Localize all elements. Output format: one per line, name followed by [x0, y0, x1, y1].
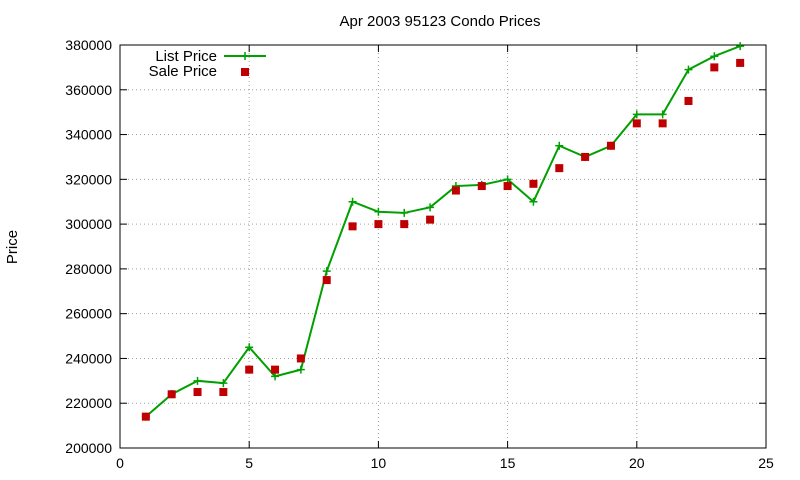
- sale-price-point: [658, 119, 667, 128]
- y-tick-label: 220000: [65, 395, 112, 411]
- plot-frame: [119, 44, 767, 449]
- sale-price-point: [606, 141, 615, 150]
- sale-price-point: [348, 222, 357, 231]
- list-price-point: [426, 203, 435, 212]
- sale-price-point: [141, 412, 150, 421]
- sale-price-point: [271, 365, 280, 374]
- y-tick-label: 200000: [65, 440, 112, 456]
- sale-price-point: [581, 152, 590, 161]
- sale-price-point: [193, 388, 202, 397]
- sale-price-point: [503, 182, 512, 191]
- series-layer: [141, 42, 745, 421]
- sale-price-point: [684, 96, 693, 105]
- y-tick-label: 360000: [65, 82, 112, 98]
- list-price-point: [555, 141, 564, 150]
- y-tick-label: 260000: [65, 306, 112, 322]
- sale-price-point: [477, 182, 486, 191]
- sale-price-point: [219, 388, 228, 397]
- list-price-point: [271, 372, 280, 381]
- x-tick-label: 0: [116, 455, 124, 471]
- sale-price-point: [632, 119, 641, 128]
- legend-marker-list-price: [241, 52, 249, 60]
- list-price-point: [710, 52, 719, 61]
- sale-price-point: [736, 58, 745, 67]
- list-price-point: [374, 207, 383, 216]
- list-price-point: [400, 208, 409, 217]
- x-tick-label: 5: [245, 455, 253, 471]
- sale-price-point: [245, 365, 254, 374]
- list-price-point: [632, 110, 641, 119]
- list-price-point: [219, 379, 228, 388]
- sale-price-point: [451, 186, 460, 195]
- sale-price-point: [710, 63, 719, 72]
- grid-lines: [120, 45, 766, 448]
- y-tick-label: 320000: [65, 171, 112, 187]
- list-price-point: [322, 267, 331, 276]
- sale-price-point: [529, 179, 538, 188]
- y-tick-label: 340000: [65, 127, 112, 143]
- x-tick-label: 15: [500, 455, 516, 471]
- y-axis-label: Price: [4, 230, 21, 264]
- list-price-point: [529, 197, 538, 206]
- list-price-point: [193, 376, 202, 385]
- legend-label-sale-price: Sale Price: [149, 63, 217, 80]
- legend-label-list-price: List Price: [155, 48, 217, 65]
- list-price-point: [348, 197, 357, 206]
- sale-price-point: [322, 276, 331, 285]
- x-tick-label: 25: [758, 455, 774, 471]
- list-price-point: [503, 175, 512, 184]
- x-tick-label: 10: [371, 455, 387, 471]
- y-tick-label: 280000: [65, 261, 112, 277]
- list-price-point: [658, 110, 667, 119]
- sale-price-point: [296, 354, 305, 363]
- legend: List Price Sale Price: [149, 48, 266, 80]
- y-tick-label: 300000: [65, 216, 112, 232]
- y-tick-label: 240000: [65, 350, 112, 366]
- sale-price-point: [426, 215, 435, 224]
- legend-marker-sale-price: [241, 68, 249, 76]
- sale-price-point: [400, 220, 409, 229]
- axis-ticks: 0 5 10 15 20 25 200000 220000 240000 260000 280000…: [65, 37, 774, 471]
- y-tick-label: 380000: [65, 37, 112, 53]
- list-price-point: [245, 343, 254, 352]
- sale-price-point: [167, 390, 176, 399]
- x-tick-label: 20: [629, 455, 645, 471]
- list-price-point: [684, 65, 693, 74]
- chart-title: Apr 2003 95123 Condo Prices: [340, 13, 541, 30]
- list-price-point: [736, 42, 745, 51]
- list-price-line: [145, 45, 741, 418]
- sale-price-point: [374, 220, 383, 229]
- sale-price-point: [555, 164, 564, 173]
- list-price-point: [296, 365, 305, 374]
